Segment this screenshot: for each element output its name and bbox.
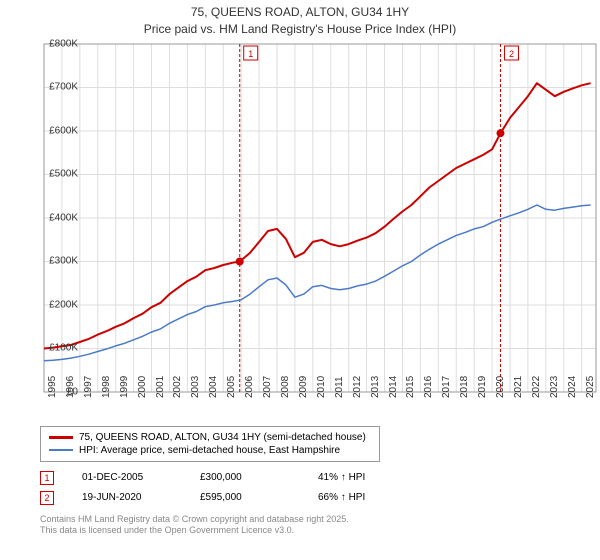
svg-text:1: 1 — [248, 49, 253, 59]
x-axis-label: 2019 — [477, 375, 488, 397]
title-line-1: 75, QUEENS ROAD, ALTON, GU34 1HY — [0, 4, 600, 21]
x-axis-label: 2010 — [316, 375, 327, 397]
x-axis-label: 2007 — [262, 375, 273, 397]
marker-badge: 1 — [40, 471, 54, 485]
x-axis-label: 1999 — [119, 375, 130, 397]
marker-row: 2 19-JUN-2020 £595,000 66% ↑ HPI — [40, 488, 600, 508]
x-axis-label: 1998 — [101, 375, 112, 397]
x-axis-label: 2014 — [388, 375, 399, 397]
x-axis-label: 2012 — [352, 375, 363, 397]
x-axis-label: 2001 — [155, 375, 166, 397]
marker-table: 1 01-DEC-2005 £300,000 41% ↑ HPI 2 19-JU… — [40, 468, 600, 508]
footer-line: This data is licensed under the Open Gov… — [40, 525, 600, 537]
y-axis-label: £600K — [49, 125, 78, 136]
x-axis-label: 1997 — [83, 375, 94, 397]
x-axis-label: 2009 — [298, 375, 309, 397]
marker-price: £300,000 — [200, 472, 290, 483]
y-axis-label: £500K — [49, 169, 78, 180]
x-axis-label: 2000 — [137, 375, 148, 397]
marker-delta: 66% ↑ HPI — [318, 492, 408, 503]
y-axis-label: £700K — [49, 82, 78, 93]
x-axis-label: 2021 — [513, 375, 524, 397]
marker-date: 01-DEC-2005 — [82, 472, 172, 483]
legend-row: HPI: Average price, semi-detached house,… — [49, 444, 371, 457]
x-axis-label: 2005 — [226, 375, 237, 397]
legend-row: 75, QUEENS ROAD, ALTON, GU34 1HY (semi-d… — [49, 431, 371, 444]
x-axis-label: 2008 — [280, 375, 291, 397]
chart-plot: 12 — [40, 40, 600, 420]
x-axis-label: 2024 — [567, 375, 578, 397]
marker-row: 1 01-DEC-2005 £300,000 41% ↑ HPI — [40, 468, 600, 488]
footer-line: Contains HM Land Registry data © Crown c… — [40, 514, 600, 526]
x-axis-label: 2022 — [531, 375, 542, 397]
legend-swatch — [49, 436, 73, 439]
x-axis-label: 2018 — [459, 375, 470, 397]
x-axis-label: 2020 — [495, 375, 506, 397]
x-axis-label: 2004 — [208, 375, 219, 397]
x-axis-label: 2015 — [405, 375, 416, 397]
x-axis-label: 2013 — [370, 375, 381, 397]
marker-badge: 2 — [40, 491, 54, 505]
marker-delta: 41% ↑ HPI — [318, 472, 408, 483]
legend: 75, QUEENS ROAD, ALTON, GU34 1HY (semi-d… — [40, 426, 380, 462]
legend-swatch — [49, 449, 73, 451]
marker-date: 19-JUN-2020 — [82, 492, 172, 503]
legend-label: 75, QUEENS ROAD, ALTON, GU34 1HY (semi-d… — [79, 432, 366, 443]
title-line-2: Price paid vs. HM Land Registry's House … — [0, 21, 600, 38]
x-axis-label: 2002 — [172, 375, 183, 397]
chart-title: 75, QUEENS ROAD, ALTON, GU34 1HY Price p… — [0, 0, 600, 40]
x-axis-label: 1995 — [47, 375, 58, 397]
x-axis-label: 2023 — [549, 375, 560, 397]
y-axis-label: £300K — [49, 256, 78, 267]
y-axis-label: £800K — [49, 38, 78, 49]
y-axis-label: £400K — [49, 212, 78, 223]
x-axis-label: 2006 — [244, 375, 255, 397]
legend-label: HPI: Average price, semi-detached house,… — [79, 445, 340, 456]
x-axis-label: 2011 — [334, 376, 345, 398]
x-axis-label: 2025 — [585, 375, 596, 397]
chart-area: 12 £0£100K£200K£300K£400K£500K£600K£700K… — [40, 40, 600, 420]
marker-price: £595,000 — [200, 492, 290, 503]
x-axis-label: 1996 — [65, 375, 76, 397]
x-axis-label: 2003 — [190, 375, 201, 397]
footer: Contains HM Land Registry data © Crown c… — [40, 514, 600, 537]
x-axis-label: 2017 — [441, 375, 452, 397]
svg-text:2: 2 — [509, 49, 514, 59]
y-axis-label: £100K — [49, 343, 78, 354]
y-axis-label: £200K — [49, 299, 78, 310]
x-axis-label: 2016 — [423, 375, 434, 397]
